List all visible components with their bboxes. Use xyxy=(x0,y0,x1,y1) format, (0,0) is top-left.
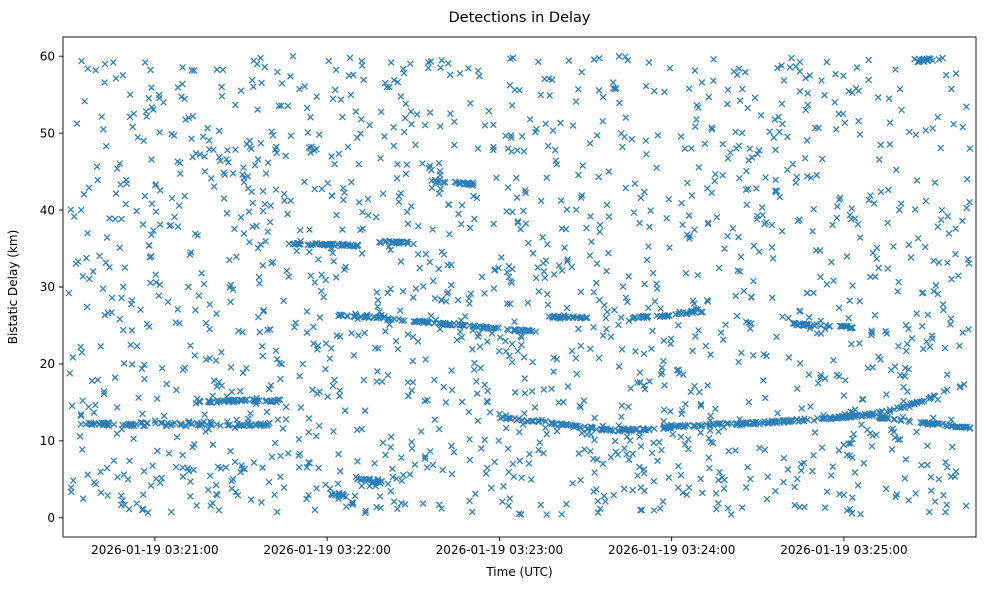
tick-marks xyxy=(59,55,845,541)
y-tick-label: 50 xyxy=(40,126,55,140)
scatter-points xyxy=(65,52,974,518)
y-tick-label: 20 xyxy=(40,357,55,371)
y-tick-label: 40 xyxy=(40,203,55,217)
x-tick-label: 2026-01-19 03:25:00 xyxy=(780,543,907,557)
x-tick-label: 2026-01-19 03:22:00 xyxy=(263,543,390,557)
y-axis-label: Bistatic Delay (km) xyxy=(6,230,20,345)
y-tick-label: 0 xyxy=(47,511,55,525)
x-tick-label: 2026-01-19 03:23:00 xyxy=(436,543,563,557)
y-tick-label: 30 xyxy=(40,280,55,294)
x-tick-label: 2026-01-19 03:21:00 xyxy=(91,543,218,557)
y-tick-label: 60 xyxy=(40,49,55,63)
axis-ticks xyxy=(59,55,845,541)
marker-path xyxy=(65,52,974,518)
chart-title: Detections in Delay xyxy=(448,10,590,26)
x-axis-label: Time (UTC) xyxy=(485,565,552,579)
x-tick-label: 2026-01-19 03:24:00 xyxy=(608,543,735,557)
axis-tick-labels: 2026-01-19 03:21:00 2026-01-19 03:22:00 20… xyxy=(40,49,908,557)
y-tick-label: 10 xyxy=(40,434,55,448)
